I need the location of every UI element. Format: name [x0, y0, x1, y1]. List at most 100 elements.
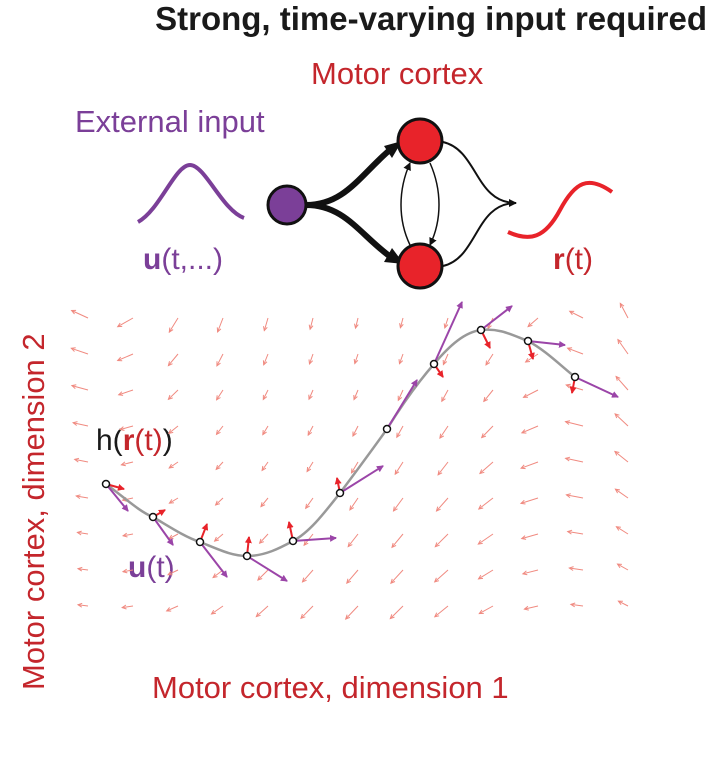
trajectory-point — [288, 536, 298, 546]
flow-arrow — [215, 497, 224, 506]
flow-arrow — [216, 353, 224, 367]
flow-arrow — [122, 497, 134, 501]
flow-arrowhead — [477, 574, 484, 580]
flow-arrowhead — [350, 468, 356, 474]
flow-arrowhead — [168, 499, 174, 504]
flow-arrow — [168, 317, 179, 333]
flow-arrowhead — [262, 394, 268, 401]
flow-arrow — [444, 317, 449, 329]
flow-arrowhead — [520, 535, 527, 540]
flow-arrow — [437, 461, 449, 476]
flow-arrow — [524, 605, 539, 610]
flow-arrow — [168, 533, 179, 540]
flow-arrowhead — [564, 456, 571, 462]
flow-arrow — [117, 353, 134, 361]
flow-arrow — [485, 353, 494, 366]
dynamics-equation: h(r(t)) — [96, 424, 173, 458]
flow-arrowhead — [566, 347, 573, 352]
flow-arrowhead — [352, 431, 357, 438]
flow-arrowhead — [396, 432, 401, 439]
flow-arrowhead — [344, 614, 351, 620]
flow-arrowhead — [262, 360, 268, 366]
flow-arrowhead — [216, 361, 221, 367]
flow-arrowhead — [615, 526, 621, 531]
flow-arrow — [434, 605, 449, 618]
flow-arrow — [520, 497, 539, 504]
flow-arrow — [569, 310, 584, 319]
input-arrows — [105, 301, 619, 582]
trajectory-input-args: (t) — [146, 551, 175, 584]
flow-arrow — [390, 569, 404, 584]
flow-arrow — [71, 310, 89, 319]
flow-arrow — [117, 317, 134, 328]
output-symbol: r — [553, 243, 565, 276]
output-waveform — [507, 180, 614, 239]
flow-arrowhead — [617, 600, 623, 605]
input-symbol: u — [143, 243, 162, 276]
input-equation: u(t,...) — [143, 243, 223, 277]
flow-arrow — [71, 385, 89, 391]
flow-arrowhead — [478, 609, 484, 615]
flow-arrow — [483, 389, 494, 402]
flow-arrow — [570, 603, 584, 607]
flow-arrowhead — [524, 357, 531, 363]
flow-arrow — [618, 600, 629, 607]
flow-arrow — [520, 461, 539, 469]
flow-arrow — [345, 605, 359, 620]
flow-arrow — [478, 497, 494, 510]
flow-arrowhead — [121, 568, 128, 574]
flow-arrowhead — [71, 421, 78, 426]
flow-arrowhead — [565, 493, 571, 498]
flow-arrowhead — [215, 395, 221, 401]
flow-arrowhead — [214, 500, 221, 506]
flow-arrowhead — [616, 563, 622, 569]
flow-arrowhead — [442, 359, 448, 366]
flow-arrow — [442, 353, 449, 365]
flow-arrow — [391, 533, 404, 548]
flow-arrowhead — [216, 327, 222, 333]
flow-arrowhead — [306, 466, 312, 473]
flow-arrow — [355, 317, 359, 329]
flow-arrow — [522, 569, 539, 575]
flow-arrowhead — [303, 540, 309, 547]
trajectory-point — [195, 537, 205, 547]
flow-arrow — [441, 389, 449, 402]
flow-arrow — [617, 339, 629, 355]
flow-arrow — [302, 569, 314, 583]
flow-arrow — [521, 533, 539, 540]
flow-arrowhead — [116, 356, 123, 362]
flow-arrowhead — [307, 430, 313, 437]
flow-arrowhead — [167, 394, 173, 401]
flow-arrowhead — [614, 413, 620, 419]
flow-arrowhead — [389, 614, 395, 620]
flow-arrowhead — [523, 605, 529, 611]
flow-arrow — [166, 605, 179, 612]
flow-arrowhead — [520, 464, 526, 470]
flow-arrowhead — [485, 360, 491, 366]
flow-arrowhead — [263, 326, 268, 332]
flow-arrowhead — [615, 375, 621, 381]
flow-arrowhead — [213, 536, 220, 542]
flow-arrow — [255, 605, 269, 617]
flow-arrowhead — [354, 323, 359, 330]
flow-arrowhead — [394, 469, 400, 476]
flow-arrowhead — [566, 529, 573, 535]
flow-field — [70, 302, 629, 620]
trajectory-point — [476, 325, 486, 335]
flow-arrowhead — [441, 396, 446, 403]
flow-arrowhead — [614, 488, 620, 494]
flow-arrowhead — [118, 426, 125, 431]
flow-arrow — [217, 317, 224, 333]
flow-arrowhead — [210, 609, 216, 615]
flow-arrowhead — [73, 457, 80, 463]
flow-arrow — [261, 461, 269, 471]
flow-arrowhead — [433, 612, 440, 618]
motor-node-bottom — [396, 242, 444, 290]
flow-arrowhead — [569, 602, 576, 608]
flow-arrow — [122, 569, 134, 573]
flow-arrow — [619, 303, 629, 319]
flow-arrow — [72, 422, 89, 427]
x-axis-label: Motor cortex, dimension 1 — [152, 670, 509, 705]
flow-arrow — [354, 353, 359, 364]
